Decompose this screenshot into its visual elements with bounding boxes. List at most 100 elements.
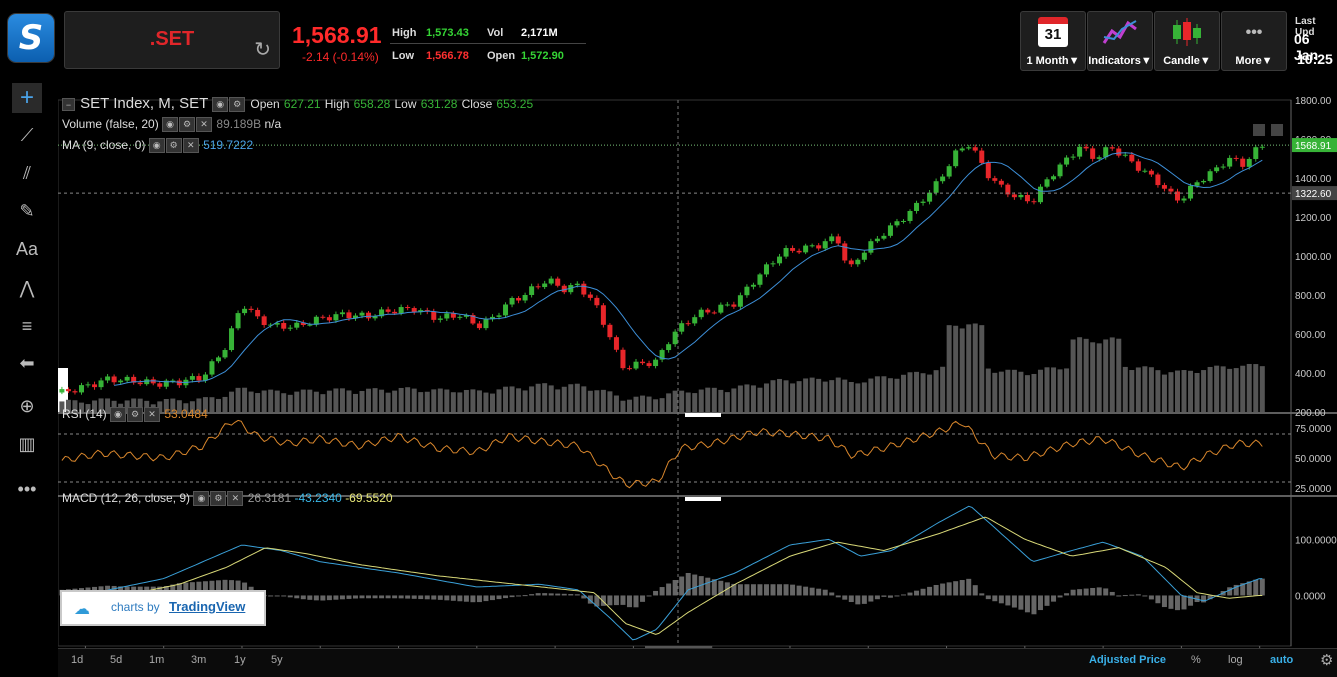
settings-icon[interactable]: ⚙ bbox=[179, 117, 196, 133]
pitchfork-tool-icon[interactable]: ⫽ bbox=[22, 163, 32, 183]
crosshair-price-tag bbox=[1292, 186, 1337, 201]
volume-bar bbox=[744, 384, 750, 412]
volume-bar bbox=[450, 392, 456, 412]
candle-body bbox=[1077, 146, 1083, 157]
volume-bar bbox=[372, 388, 378, 412]
candle-down bbox=[1174, 188, 1180, 204]
more-tools-icon[interactable]: ••• bbox=[17, 479, 37, 499]
volume-bar bbox=[183, 403, 189, 412]
volume-bar bbox=[842, 379, 848, 412]
indicators-button[interactable]: Indicators▼ bbox=[1087, 11, 1153, 71]
settings-icon[interactable]: ⚙ bbox=[165, 138, 182, 154]
range-1y[interactable]: 1y bbox=[234, 654, 246, 666]
candle-up bbox=[78, 382, 84, 395]
rsi-line bbox=[61, 419, 1263, 489]
volume-bar bbox=[163, 398, 169, 412]
more-button[interactable]: ••• More▼ bbox=[1221, 11, 1287, 71]
candle-up bbox=[105, 374, 111, 384]
candle-body bbox=[1135, 161, 1141, 171]
volume-bar bbox=[1037, 369, 1043, 412]
macd-hist-bar bbox=[822, 589, 828, 596]
tradingview-badge[interactable]: ☁ charts by TradingView bbox=[60, 590, 266, 626]
macd-hist-bar bbox=[1109, 591, 1115, 596]
candle-down bbox=[816, 243, 822, 251]
crosshair-tool-icon[interactable]: + bbox=[12, 83, 42, 113]
macd-hist-bar bbox=[972, 585, 978, 596]
price-tick-label: 1400.00 bbox=[1295, 174, 1332, 185]
interval-button[interactable]: 31 1 Month▼ bbox=[1020, 11, 1086, 71]
zoom-tool-icon[interactable]: ⊕ bbox=[19, 396, 35, 416]
close-icon[interactable]: ✕ bbox=[182, 138, 199, 154]
adjusted-price-toggle[interactable]: Adjusted Price bbox=[1089, 654, 1167, 666]
candle-down bbox=[1031, 198, 1037, 205]
range-5y[interactable]: 5y bbox=[271, 654, 283, 666]
close-icon[interactable]: ✕ bbox=[196, 117, 213, 133]
candle-body bbox=[685, 323, 691, 325]
candle-down bbox=[731, 301, 737, 309]
candle-up bbox=[1057, 162, 1063, 179]
range-1d[interactable]: 1d bbox=[71, 654, 84, 666]
percent-toggle[interactable]: % bbox=[1191, 654, 1201, 666]
macd-hist-bar bbox=[320, 595, 326, 601]
volume-bar bbox=[535, 383, 541, 412]
volume-bar bbox=[98, 398, 104, 412]
candle-up bbox=[548, 276, 554, 286]
eye-icon[interactable]: ◉ bbox=[212, 96, 229, 112]
candle-down bbox=[985, 160, 991, 181]
eye-icon[interactable]: ◉ bbox=[148, 138, 165, 154]
range-5d[interactable]: 5d bbox=[110, 654, 123, 666]
close-icon[interactable]: ✕ bbox=[227, 491, 244, 507]
candle-body bbox=[85, 384, 91, 386]
settings-icon[interactable]: ⚙ bbox=[210, 491, 227, 507]
macd-hist-bar bbox=[803, 586, 809, 596]
badge-brand[interactable]: TradingView bbox=[169, 599, 246, 614]
settings-icon[interactable]: ⚙ bbox=[127, 407, 144, 423]
high-label: High bbox=[324, 97, 350, 111]
volume-bar bbox=[144, 400, 150, 412]
candle-body bbox=[985, 162, 991, 179]
brush-tool-icon[interactable]: ✎ bbox=[19, 201, 35, 221]
macd-hist-bar bbox=[294, 595, 300, 599]
macd-hist-bar bbox=[783, 584, 789, 596]
range-1m[interactable]: 1m bbox=[149, 654, 165, 666]
symbol-selector[interactable]: .SET ↻ bbox=[64, 11, 280, 69]
eye-icon[interactable]: ◉ bbox=[193, 491, 210, 507]
log-toggle[interactable]: log bbox=[1228, 654, 1243, 666]
measure-tool-icon[interactable]: ▥ bbox=[18, 434, 36, 454]
fib-tool-icon[interactable]: ≡ bbox=[21, 316, 33, 336]
arrow-tool-icon[interactable]: ⬅ bbox=[19, 353, 35, 373]
close-icon[interactable]: ✕ bbox=[144, 407, 161, 423]
macd-hist-bar bbox=[339, 595, 345, 600]
candle-body bbox=[626, 368, 632, 370]
volume-bar bbox=[1129, 370, 1135, 412]
refresh-icon[interactable]: ↻ bbox=[254, 39, 271, 61]
candle-body bbox=[352, 315, 358, 319]
range-3m[interactable]: 3m bbox=[191, 654, 207, 666]
collapse-icon[interactable]: − bbox=[62, 97, 75, 111]
candle-body bbox=[261, 316, 267, 326]
volume-bar bbox=[933, 370, 939, 412]
pane-resize-handle bbox=[685, 413, 721, 417]
macd-hist-bar bbox=[529, 594, 535, 596]
candle-body bbox=[229, 328, 235, 351]
macd-hist-bar bbox=[333, 595, 339, 600]
macd-hist-bar bbox=[653, 590, 659, 596]
candle-body bbox=[1246, 158, 1252, 167]
gear-icon[interactable]: ⚙ bbox=[1320, 652, 1334, 669]
candle-body bbox=[189, 376, 195, 380]
candle-body bbox=[131, 376, 137, 383]
chart-canvas[interactable]: 1800.001600.001400.001200.001000.00800.0… bbox=[58, 86, 1337, 676]
candle-up bbox=[770, 260, 776, 267]
eye-icon[interactable]: ◉ bbox=[110, 407, 127, 423]
trendline-tool-icon[interactable]: ⟋ bbox=[20, 125, 34, 145]
eye-icon[interactable]: ◉ bbox=[162, 117, 179, 133]
auto-toggle[interactable]: auto bbox=[1270, 654, 1294, 666]
macd-hist-bar bbox=[790, 584, 796, 596]
candle-down bbox=[320, 314, 326, 320]
candle-button[interactable]: Candle▼ bbox=[1154, 11, 1220, 71]
settings-icon[interactable]: ⚙ bbox=[229, 96, 246, 112]
text-tool-icon[interactable]: Aa bbox=[15, 239, 39, 259]
pattern-tool-icon[interactable]: ⋀ bbox=[19, 278, 35, 298]
candle-down bbox=[411, 306, 417, 315]
quote-open-label: Open bbox=[487, 50, 516, 62]
